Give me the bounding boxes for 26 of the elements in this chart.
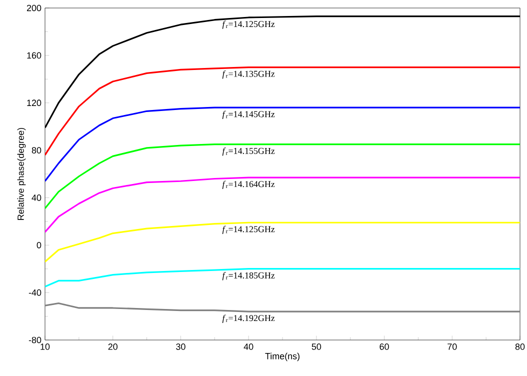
series-label: f$_{r}$=14.135GHz xyxy=(222,70,275,79)
x-tick-label: 80 xyxy=(515,344,525,350)
y-axis-title: Relative phase(degree) xyxy=(17,128,26,220)
x-tick-label: 60 xyxy=(380,344,389,350)
x-tick-label: 10 xyxy=(40,344,50,350)
y-tick-label: 200 xyxy=(26,4,42,12)
y-tick-label: 80 xyxy=(32,147,42,154)
series-label: f$_{r}$=14.192GHz xyxy=(222,314,275,323)
series-label: f$_{r}$=14.164GHz xyxy=(222,180,275,189)
x-tick-label: 50 xyxy=(312,344,322,350)
y-tick-label: -80 xyxy=(28,336,42,344)
x-tick-label: 70 xyxy=(448,344,457,350)
y-tick-label: -40 xyxy=(28,289,42,296)
y-tick-label: 0 xyxy=(36,242,42,248)
series-label: f$_{r}$=14.125GHz xyxy=(222,20,275,29)
series-label: f$_{r}$=14.185GHz xyxy=(222,272,275,280)
series-label: f$_{r}$=14.145GHz xyxy=(222,110,275,120)
x-tick-label: 20 xyxy=(108,344,118,350)
series-label: f$_{r}$=14.125GHz xyxy=(222,226,275,234)
series-label: f$_{r}$=14.155GHz xyxy=(222,148,275,156)
x-tick-label: 40 xyxy=(244,344,254,350)
y-tick-label: 160 xyxy=(27,52,42,59)
y-tick-label: 120 xyxy=(27,100,42,106)
y-tick-label: 40 xyxy=(32,194,42,201)
x-tick-label: 30 xyxy=(176,344,186,350)
x-axis-title: Time(ns) xyxy=(265,352,300,362)
